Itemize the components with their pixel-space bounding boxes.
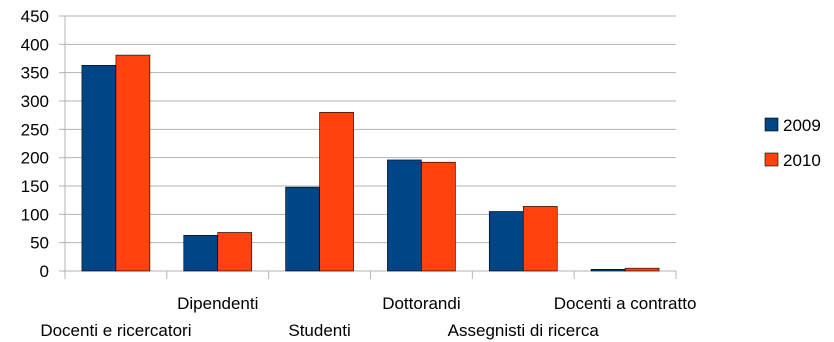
y-tick-label: 200 (21, 149, 49, 168)
y-tick-label: 450 (21, 7, 49, 26)
x-category-label: Studenti (288, 321, 350, 340)
y-tick-label: 0 (40, 262, 49, 281)
bar-2010-2 (319, 112, 354, 272)
y-tick-label: 150 (21, 177, 49, 196)
bar-2009-4 (488, 211, 524, 272)
y-tick-label: 400 (21, 35, 49, 54)
bar-2010-5 (624, 267, 660, 272)
bar-2009-1 (183, 235, 219, 272)
gridlines (65, 15, 676, 272)
x-category-label: Assegnisti di ricerca (448, 321, 600, 340)
bar-2009-3 (387, 159, 422, 272)
y-axis-ticks: 0 50 100 150 200 250 300 350 400 450 (21, 7, 65, 281)
bar-2009-5 (590, 268, 626, 272)
x-category-label: Docenti a contratto (554, 294, 697, 313)
bars (81, 54, 660, 272)
legend-swatch-2010 (764, 152, 779, 167)
bar-2009-0 (81, 65, 117, 272)
bar-2010-4 (522, 206, 558, 272)
y-tick-label: 100 (21, 205, 49, 224)
legend-label-2010: 2010 (783, 151, 821, 170)
legend-swatch-2009 (764, 117, 779, 132)
y-tick-label: 50 (30, 234, 49, 253)
bar-2010-1 (217, 232, 253, 272)
bar-2009-2 (285, 186, 320, 272)
legend: 2009 2010 (764, 116, 821, 170)
x-category-label: Dottorandi (382, 294, 460, 313)
y-tick-label: 250 (21, 120, 49, 139)
legend-label-2009: 2009 (783, 116, 821, 135)
x-category-label: Dipendenti (177, 294, 258, 313)
y-tick-label: 300 (21, 92, 49, 111)
y-tick-label: 350 (21, 64, 49, 83)
x-axis-category-labels: Docenti e ricercatori Dipendenti Studenti D… (40, 294, 696, 340)
bar-2010-0 (115, 54, 151, 272)
x-category-label: Docenti e ricercatori (40, 321, 191, 340)
axes (64, 16, 677, 279)
bar-2010-3 (421, 161, 456, 272)
